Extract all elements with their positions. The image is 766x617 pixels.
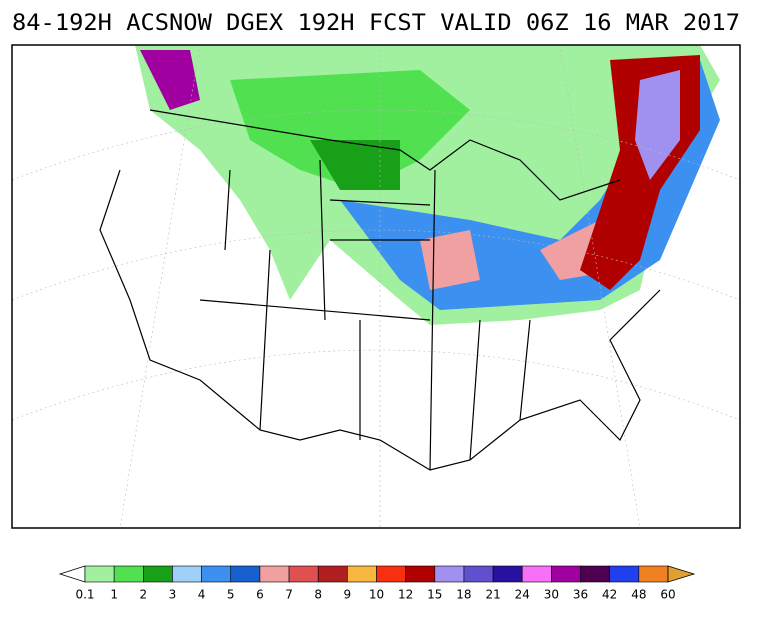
title: 84-192H ACSNOW DGEX 192H FCST VALID 06Z …: [12, 11, 740, 36]
colorbar-box: [201, 565, 232, 583]
colorbar-box: [463, 565, 494, 583]
colorbar-right-arrow: [667, 565, 696, 583]
colorbar-label: 1: [110, 588, 118, 602]
colorbar-label: 10: [369, 588, 384, 602]
colorbar-label: 60: [660, 588, 675, 602]
map: [11, 44, 741, 529]
colorbar: 0.1 1 2 3 4 5 6 7 8 9 10 12 15 18 21 24 30 36 42 48 60: [58, 565, 696, 602]
state-lines: [199, 159, 531, 471]
snow-mid: [230, 70, 470, 190]
colorbar-box: [288, 565, 319, 583]
colorbar-label: 30: [544, 588, 559, 602]
colorbar-label: 7: [285, 588, 293, 602]
colorbar-box: [521, 565, 552, 583]
colorbar-label: 9: [344, 588, 352, 602]
colorbar-box: [143, 565, 173, 583]
colorbar-label: 6: [256, 588, 264, 602]
colorbar-box: [376, 565, 406, 583]
colorbar-box: [405, 565, 436, 583]
colorbar-label: 4: [198, 588, 206, 602]
colorbar-label: 21: [485, 588, 500, 602]
colorbar-box: [259, 565, 290, 583]
colorbar-box: [113, 565, 144, 583]
colorbar-box: [172, 565, 202, 583]
colorbar-box: [230, 565, 261, 583]
colorbar-label: 5: [227, 588, 235, 602]
colorbar-box: [317, 565, 348, 583]
colorbar-box: [84, 565, 115, 583]
colorbar-label: 42: [602, 588, 617, 602]
colorbar-box: [551, 565, 581, 583]
map-frame: [11, 44, 741, 529]
snow-rockies: [140, 50, 200, 110]
colorbar-label: 8: [314, 588, 322, 602]
colorbar-box: [347, 565, 377, 583]
snow-dark: [310, 140, 400, 190]
colorbar-label: 24: [515, 588, 530, 602]
colorbar-label: 2: [139, 588, 147, 602]
colorbar-box: [434, 565, 465, 583]
colorbar-box: [638, 565, 669, 583]
colorbar-label: 3: [169, 588, 177, 602]
colorbar-label: 18: [456, 588, 471, 602]
colorbar-label: 0.1: [75, 588, 94, 602]
coastline-border: [99, 109, 661, 471]
colorbar-label: 15: [427, 588, 442, 602]
colorbar-left-arrow: [58, 565, 86, 583]
colorbar-box: [492, 565, 523, 583]
colorbar-box: [609, 565, 640, 583]
snow-purple: [635, 70, 680, 180]
colorbar-label: 12: [398, 588, 413, 602]
snow-pink: [420, 180, 630, 290]
colorbar-label: 36: [573, 588, 588, 602]
colorbar-box: [580, 565, 610, 583]
colorbar-label: 48: [631, 588, 646, 602]
